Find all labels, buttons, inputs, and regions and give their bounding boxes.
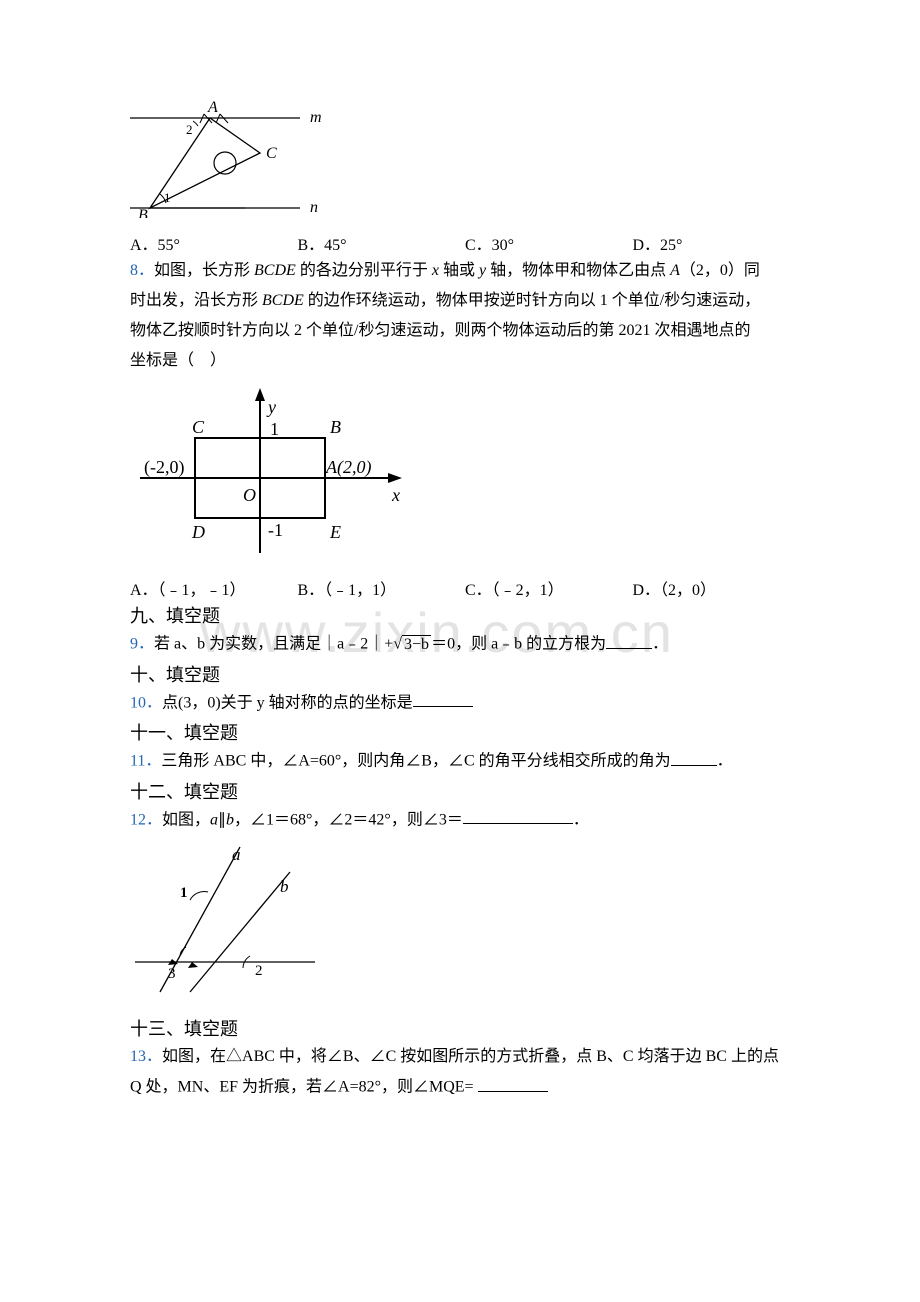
svg-text:E: E: [329, 522, 341, 542]
q8-text: 8．如图，长方形 BCDE 的各边分别平行于 x 轴或 y 轴，物体甲和物体乙由…: [130, 257, 800, 285]
q8-text-2: 时出发，沿长方形 BCDE 的边作环绕运动，物体甲按逆时针方向以 1 个单位/秒…: [130, 287, 800, 315]
q8-opt-b: B．（﹣1，1）: [298, 576, 466, 600]
q13-blank: [478, 1073, 548, 1092]
q13-text-1: 13．如图，在△ABC 中，将∠B、∠C 按如图所示的方式折叠，点 B、C 均落…: [130, 1043, 800, 1071]
svg-text:D: D: [191, 522, 205, 542]
q9-text-b: ＝0，则 a﹣b 的立方根为: [431, 636, 606, 653]
svg-text:B: B: [138, 207, 148, 218]
q7-opt-b: B．45°: [298, 231, 466, 255]
svg-text:3: 3: [168, 966, 176, 982]
svg-text:1: 1: [270, 419, 279, 439]
q13-num: 13．: [130, 1048, 162, 1065]
q9-blank: [606, 630, 652, 649]
svg-text:1: 1: [164, 190, 171, 205]
q13-body-2: Q 处，MN、EF 为折痕，若∠A=82°，则∠MQE=: [130, 1079, 478, 1096]
svg-text:A(2,0): A(2,0): [325, 457, 371, 478]
q11-num: 11．: [130, 753, 161, 770]
q11-period: ．: [717, 753, 733, 770]
q10-blank: [413, 689, 473, 708]
svg-text:x: x: [391, 485, 400, 505]
section-9-title: 九、填空题: [130, 602, 800, 628]
q7-opt-a: A．55°: [130, 231, 298, 255]
section-11-title: 十一、填空题: [130, 719, 800, 745]
q8-opt-d: D．（2，0）: [633, 576, 801, 600]
q10-body: 点(3，0)关于 y 轴对称的点的坐标是: [162, 694, 413, 711]
q8-figure: y x O 1 -1 C B D E A(2,0) (-2,0): [130, 383, 800, 568]
q7-figure: A B C m n 1 2: [130, 98, 800, 223]
svg-text:A: A: [207, 99, 218, 116]
q7-options: A．55° B．45° C．30° D．25°: [130, 231, 800, 255]
q8-options: A．（﹣1，﹣1） B．（﹣1，1） C．（﹣2，1） D．（2，0）: [130, 576, 800, 600]
q13-body-1: 如图，在△ABC 中，将∠B、∠C 按如图所示的方式折叠，点 B、C 均落于边 …: [162, 1048, 779, 1065]
section-10-title: 十、填空题: [130, 661, 800, 687]
q7-opt-d: D．25°: [633, 231, 801, 255]
svg-text:n: n: [310, 199, 318, 216]
svg-text:(-2,0): (-2,0): [144, 457, 184, 478]
q8-opt-c: C．（﹣2，1）: [465, 576, 633, 600]
svg-text:y: y: [266, 397, 276, 417]
q12-num: 12．: [130, 811, 162, 828]
q9-text-a: 若 a、b 为实数，且满足｜a﹣2｜+: [154, 636, 393, 653]
svg-text:B: B: [330, 417, 341, 437]
section-13-title: 十三、填空题: [130, 1015, 800, 1041]
q10-text: 10．点(3，0)关于 y 轴对称的点的坐标是: [130, 689, 800, 718]
svg-text:m: m: [310, 109, 322, 126]
q13-text-2: Q 处，MN、EF 为折痕，若∠A=82°，则∠MQE=: [130, 1073, 800, 1102]
svg-text:2: 2: [255, 963, 263, 979]
q12-text: 12．如图，a∥b，∠1＝68°，∠2＝42°，则∠3＝．: [130, 806, 800, 835]
q12-period: ．: [573, 811, 589, 828]
q8-text-3: 物体乙按顺时针方向以 2 个单位/秒匀速运动，则两个物体运动后的第 2021 次…: [130, 317, 800, 345]
q7-opt-c: C．30°: [465, 231, 633, 255]
q12-blank: [463, 806, 573, 825]
q9-num: 9．: [130, 636, 154, 653]
q11-body: 三角形 ABC 中，∠A=60°，则内角∠B，∠C 的角平分线相交所成的角为: [161, 753, 670, 770]
section-12-title: 十二、填空题: [130, 778, 800, 804]
svg-text:2: 2: [186, 122, 193, 137]
svg-text:b: b: [280, 877, 289, 896]
svg-text:1: 1: [180, 885, 188, 901]
svg-text:O: O: [243, 485, 256, 505]
svg-text:-1: -1: [268, 520, 283, 540]
q8-num: 8．: [130, 262, 154, 279]
q8-text-4: 坐标是（ ）: [130, 347, 800, 375]
svg-text:C: C: [266, 145, 277, 162]
q9-text: 9．若 a、b 为实数，且满足｜a﹣2｜+√3−b＝0，则 a﹣b 的立方根为．: [130, 630, 800, 659]
q11-blank: [671, 747, 717, 766]
svg-text:a: a: [232, 845, 241, 864]
svg-text:C: C: [192, 417, 205, 437]
q12-figure: a b 1 2 3: [130, 842, 800, 1007]
q8-opt-a: A．（﹣1，﹣1）: [130, 576, 298, 600]
q11-text: 11．三角形 ABC 中，∠A=60°，则内角∠B，∠C 的角平分线相交所成的角…: [130, 747, 800, 776]
q9-sqrt: 3−b: [402, 635, 431, 653]
q10-num: 10．: [130, 694, 162, 711]
